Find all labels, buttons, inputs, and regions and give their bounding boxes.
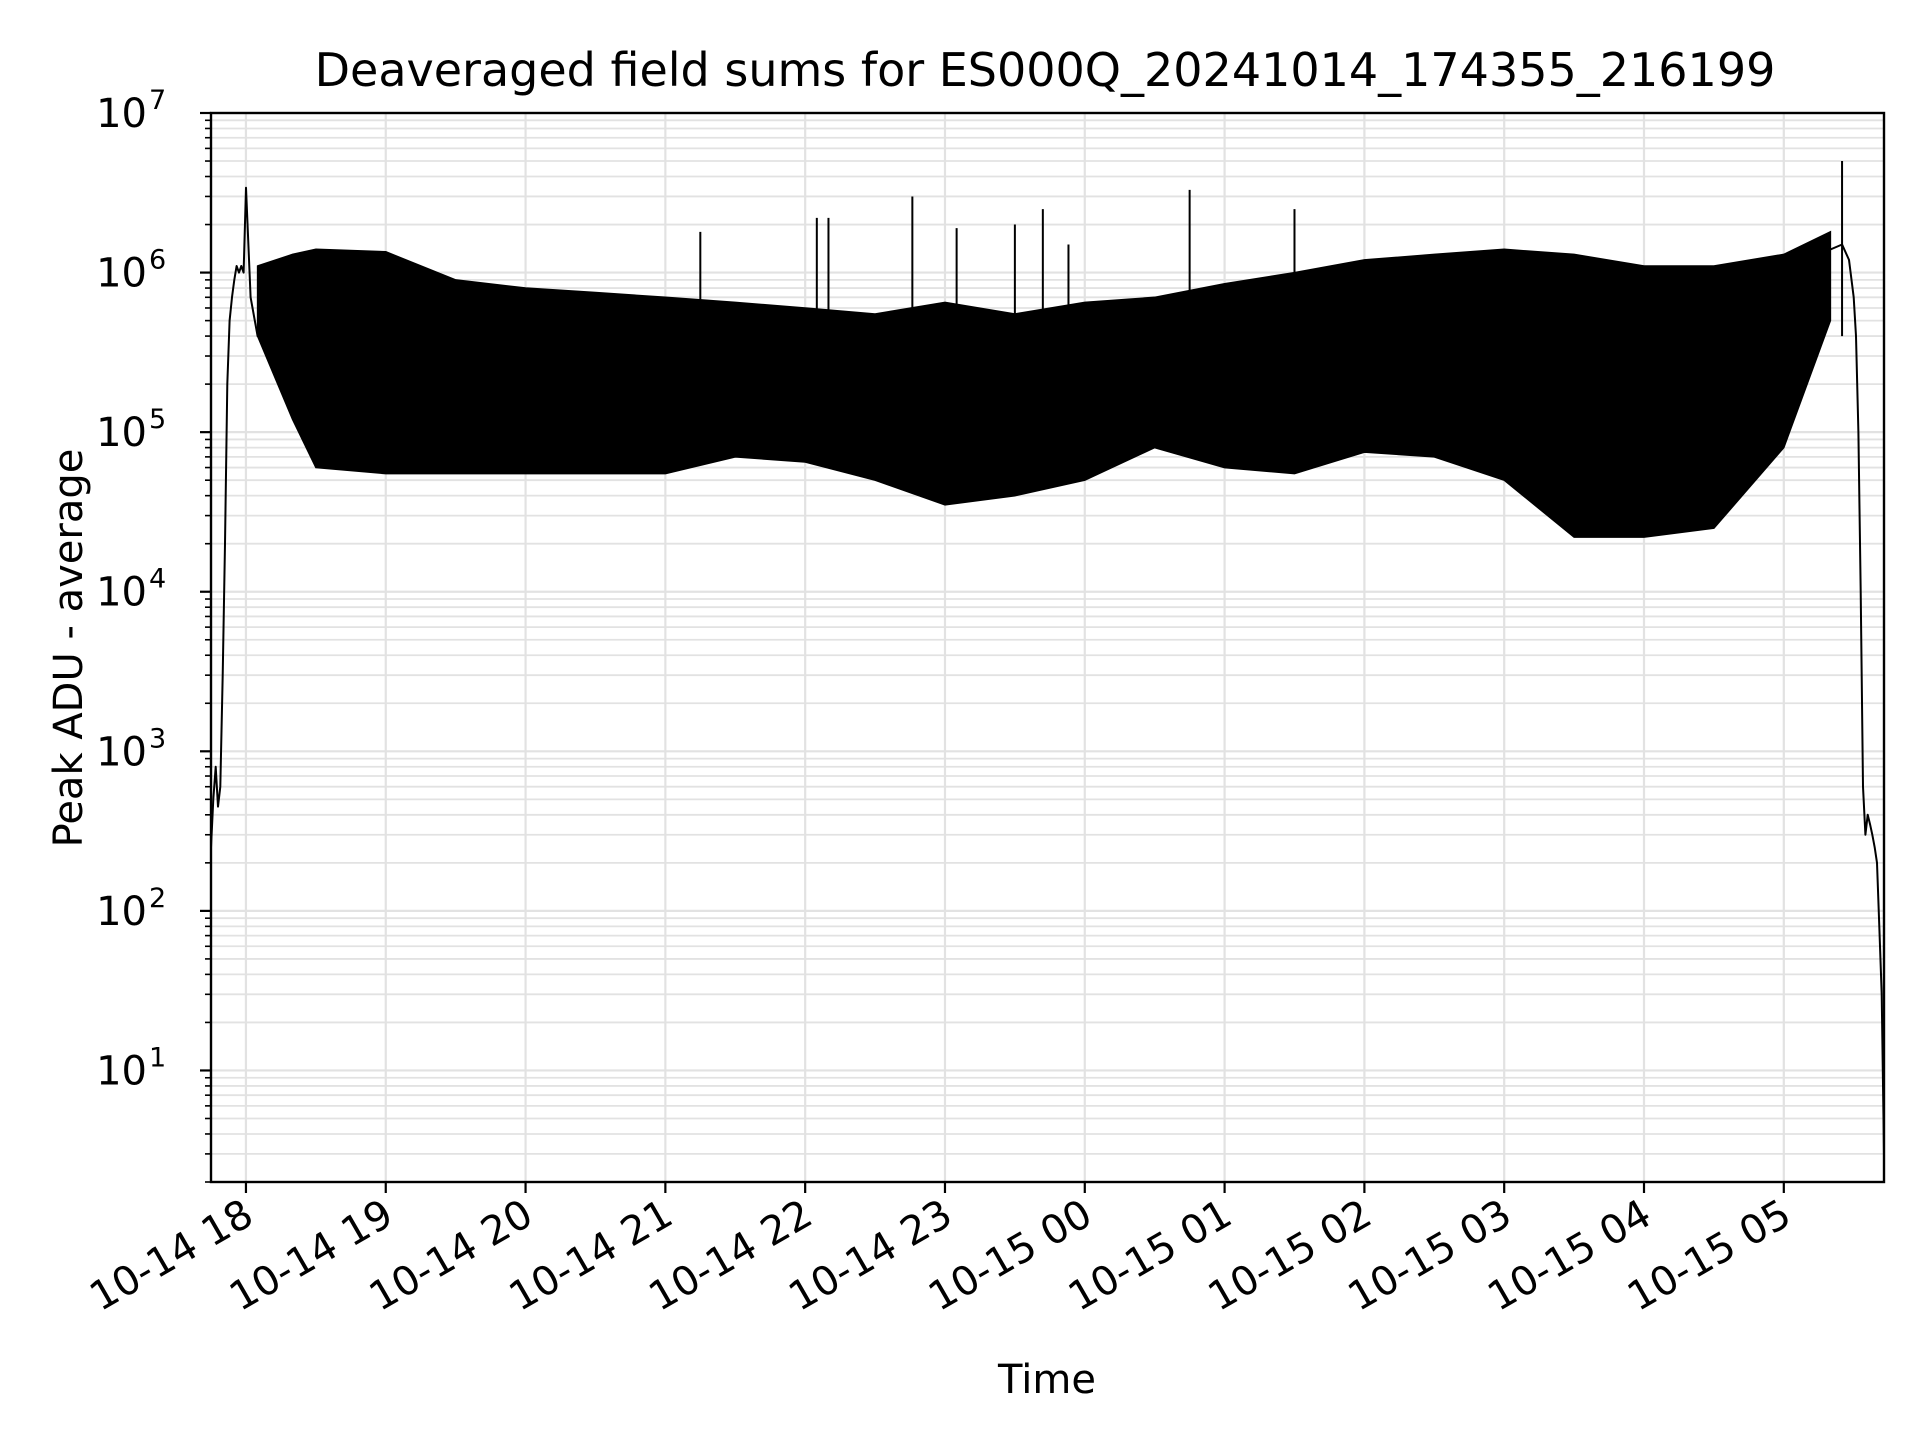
data-band [256,230,1832,538]
y-tick-label-exponent: 5 [149,404,166,435]
y-tick-label-exponent: 7 [149,85,166,116]
y-tick-label-exponent: 1 [149,1042,166,1073]
plot-frame [209,111,1886,1184]
x-axis-label: Time [997,1357,1096,1403]
y-tick-label: 10 [96,251,147,297]
data-line [210,161,1885,1154]
y-tick-label-exponent: 4 [149,564,166,595]
y-tick-label: 10 [96,410,147,456]
y-tick-label: 10 [96,889,147,935]
data-fill [256,230,1832,538]
y-axis-label: Peak ADU - average [46,449,92,848]
y-tick-label-exponent: 2 [149,883,166,914]
data-series-line [210,186,1885,1154]
y-tick-label: 10 [96,570,147,616]
y-tick-label: 10 [96,91,147,137]
chart-title: Deaveraged field sums for ES000Q_2024101… [315,43,1776,97]
y-tick-label: 10 [96,1048,147,1094]
y-tick-label-exponent: 3 [149,723,166,754]
y-tick-label: 10 [96,729,147,775]
y-tick-label-exponent: 6 [149,245,166,276]
